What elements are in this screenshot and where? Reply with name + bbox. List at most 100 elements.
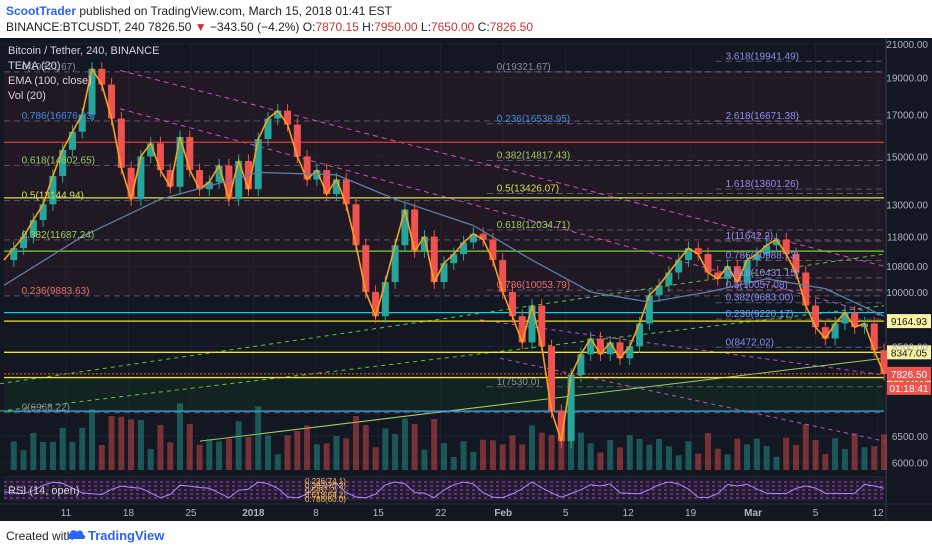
ema-line: [3, 171, 885, 317]
volume-bar: [118, 416, 125, 470]
volume-bar: [646, 444, 653, 470]
volume-bar: [206, 439, 213, 470]
legend-vol[interactable]: Vol (20): [8, 90, 46, 102]
candle-body: [802, 272, 810, 306]
y-tick-label: 6500.00: [892, 432, 929, 443]
candle-body: [753, 254, 761, 261]
volume-bar: [284, 435, 291, 470]
y-tick-label: 19000.00: [886, 73, 928, 84]
volume-bar: [558, 436, 565, 470]
volume-bar: [372, 447, 379, 470]
volume-bar: [656, 439, 663, 470]
x-tick-label: Mar: [744, 508, 762, 519]
candle-body: [176, 136, 184, 187]
fib-labels: 0(19321.67) 0.786(16676.03) 0.618(14602.65…: [22, 51, 799, 413]
price-chart[interactable]: 0(19321.67) 0.786(16676.03) 0.618(14602.65…: [0, 38, 932, 521]
fib-label: 0(19321.67): [497, 62, 551, 73]
legend-ema[interactable]: EMA (100, close): [8, 75, 92, 87]
horizontal-levels: [4, 60, 884, 414]
candle-body: [724, 266, 732, 279]
price-tag-bg: [887, 314, 931, 329]
volume-bar: [489, 440, 496, 470]
candle-body: [274, 110, 282, 119]
candle-body: [137, 156, 145, 200]
volume-bar: [509, 435, 516, 470]
volume-bar: [851, 433, 858, 470]
x-tick-label: 25: [185, 508, 197, 519]
volume-bars: [10, 403, 887, 470]
fib-zone-lower: [4, 377, 884, 413]
legend-title: Bitcoin / Tether, 240, BINANCE: [8, 45, 159, 57]
volume-bar: [157, 425, 164, 470]
price-axis: 9164.938347.057739.697826.5001:18:412100…: [886, 40, 931, 470]
volume-bar: [519, 444, 526, 470]
candle-body: [186, 136, 194, 171]
volume-bar: [235, 421, 242, 470]
rsi-fib-label: 0.618(64.2): [305, 491, 346, 500]
candle-body: [489, 239, 497, 261]
chart-area[interactable]: 0(19321.67) 0.786(16676.03) 0.618(14602.65…: [0, 38, 932, 521]
candle-body: [792, 254, 800, 273]
countdown-bg: [887, 381, 931, 395]
candle-body: [518, 316, 526, 343]
volume-bar: [695, 453, 702, 470]
volume-bar: [744, 444, 751, 470]
volume-bar: [40, 442, 47, 470]
high-value: 7950.00: [374, 20, 418, 34]
channel-line: [479, 319, 885, 376]
candle-body: [59, 149, 67, 176]
legend-tema[interactable]: TEMA (20): [8, 60, 61, 72]
candle-body: [147, 143, 155, 157]
volume-bar: [421, 449, 428, 470]
tema-line: [3, 66, 885, 442]
candle-body: [841, 312, 849, 324]
time-axis: 11 18 25 2018 8 15 22 Feb 5 12 19 Mar 5 12: [0, 503, 932, 519]
candle-body: [401, 209, 409, 246]
volume-bar: [196, 444, 203, 470]
volume-bar: [538, 432, 545, 470]
candle-body: [342, 179, 350, 205]
rsi-fib-label: 0.236(74.1): [305, 477, 346, 486]
fib-label: 1.618(13601.26): [726, 179, 799, 190]
tradingview-cloud-icon: [67, 530, 86, 539]
volume-bar: [177, 403, 183, 470]
close-label: C:: [477, 20, 490, 34]
volume-bar: [382, 428, 389, 470]
volume-bar: [362, 425, 369, 470]
candle-body: [577, 354, 585, 375]
candle-body: [538, 305, 546, 347]
tradingview-brand-link[interactable]: TradingView: [88, 528, 165, 543]
x-tick-label: Feb: [494, 508, 512, 519]
fib-label: 0.236(9220.17): [726, 309, 794, 320]
candle-body: [323, 170, 331, 195]
volume-bar: [255, 406, 262, 470]
x-tick-label: 19: [685, 508, 697, 519]
footer: Created with TradingView: [0, 521, 932, 550]
legend-rsi[interactable]: RSI (14, open): [8, 485, 80, 497]
fib-label: 0.5(13426.07): [497, 183, 559, 194]
volume-bar: [685, 441, 692, 470]
volume-bar: [617, 447, 623, 470]
volume-bar: [137, 420, 144, 470]
volume-bar: [597, 452, 604, 470]
volume-bar: [832, 438, 839, 470]
fib-label: 0.236(9883.63): [22, 286, 90, 297]
candle-body: [235, 160, 243, 200]
author-link[interactable]: ScootTrader: [6, 4, 77, 18]
y-tick-label: 8500.00: [892, 342, 929, 353]
volume-bar: [59, 427, 66, 470]
created-with-text: Created with: [6, 529, 74, 543]
y-tick-label: 13000.00: [886, 200, 928, 211]
candle-body: [616, 342, 624, 359]
open-label: O:: [302, 20, 316, 34]
fib-label: 0.786(10988.73): [726, 250, 799, 261]
candle-body: [303, 156, 311, 180]
x-tick-label: 12: [623, 508, 635, 519]
volume-bar: [343, 438, 350, 470]
candle-body: [704, 254, 712, 273]
volume-bar: [392, 434, 399, 470]
header-bar: ScootTrader published on TradingView.com…: [0, 0, 932, 38]
low-value: 7650.00: [430, 20, 475, 34]
high-label: H:: [362, 20, 375, 34]
candle-body: [362, 245, 370, 292]
